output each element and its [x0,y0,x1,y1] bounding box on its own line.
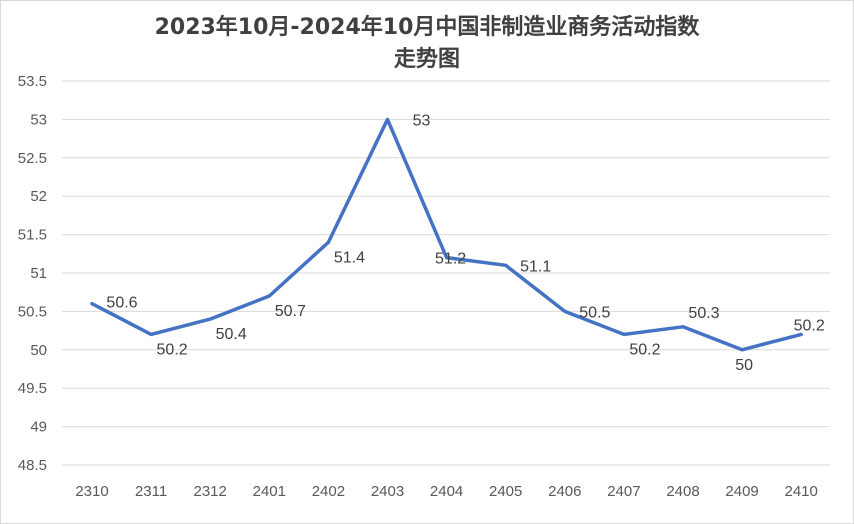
data-label: 50.6 [106,295,137,312]
data-label: 50.5 [579,304,610,321]
data-label: 50.2 [629,341,660,358]
x-tick-label: 2410 [785,483,818,500]
data-label: 51.2 [435,251,466,268]
chart-title-line2: 走势图 [393,47,460,72]
data-label: 50 [735,357,753,374]
x-tick-label: 2406 [548,483,581,500]
data-label: 50.2 [794,317,825,334]
x-tick-label: 2407 [607,483,640,500]
x-tick-label: 2310 [75,483,108,500]
data-label: 50.7 [275,303,306,320]
data-label: 53 [413,112,431,129]
x-tick-label: 2401 [253,483,286,500]
x-tick-label: 2403 [371,483,404,500]
x-tick-label: 2408 [666,483,699,500]
y-tick-label: 51.5 [18,227,47,244]
y-tick-label: 50 [30,342,47,359]
y-tick-label: 49 [30,419,47,436]
data-label: 51.4 [334,249,365,266]
y-tick-label: 52 [30,188,47,205]
y-tick-label: 48.5 [18,457,47,474]
chart-title-line1: 2023年10月-2024年10月中国非制造业商务活动指数 [154,15,700,40]
y-tick-label: 52.5 [18,150,47,167]
y-tick-label: 49.5 [18,380,47,397]
x-tick-label: 2404 [430,483,463,500]
data-label: 51.1 [520,258,551,275]
data-label: 50.2 [157,341,188,358]
y-tick-label: 53.5 [18,73,47,90]
data-label: 50.4 [216,326,247,343]
y-tick-label: 51 [30,265,47,282]
x-tick-label: 2402 [312,483,345,500]
x-tick-label: 2311 [135,483,167,500]
x-tick-label: 2409 [725,483,758,500]
x-tick-label: 2405 [489,483,522,500]
y-tick-label: 53 [30,111,47,128]
series-line [90,117,803,352]
chart-title: 2023年10月-2024年10月中国非制造业商务活动指数 走势图 [0,12,854,76]
y-tick-label: 50.5 [18,303,47,320]
x-tick-label: 2312 [194,483,227,500]
data-label: 50.3 [688,305,719,322]
